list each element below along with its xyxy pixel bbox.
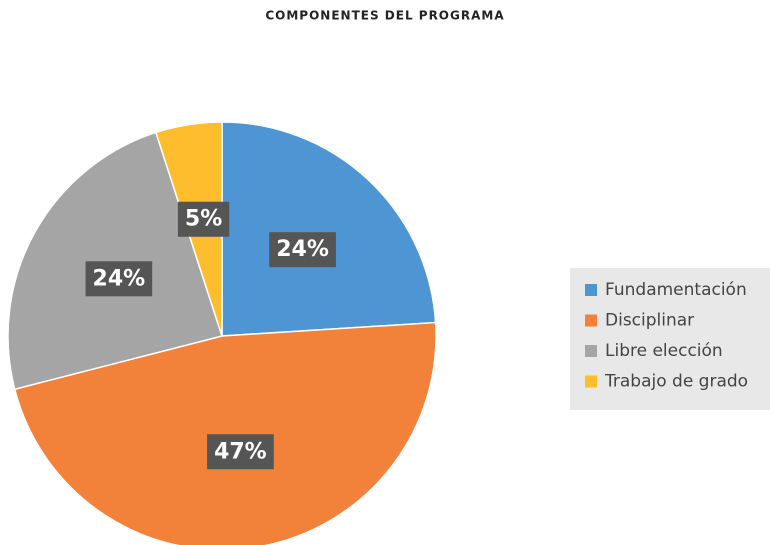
- legend-swatch: [585, 314, 597, 327]
- legend-box: [570, 268, 770, 410]
- value-label-bg: [207, 434, 274, 470]
- pie-slice: [221, 121, 437, 337]
- value-label-bg: [85, 261, 153, 297]
- legend-swatch: [585, 345, 597, 357]
- value-label-bg: [177, 201, 230, 237]
- legend-label: Trabajo de grado: [604, 372, 748, 392]
- legend-label: Libre elección: [605, 341, 723, 361]
- value-label: 47%: [214, 439, 267, 464]
- value-label-bg: [269, 232, 336, 268]
- pie-slice: [7, 131, 223, 391]
- value-label: 24%: [93, 266, 146, 291]
- legend-swatch: [585, 375, 597, 388]
- chart-title: COMPONENTES DEL PROGRAMA: [265, 9, 504, 23]
- value-label: 24%: [276, 237, 329, 262]
- legend-swatch: [585, 284, 597, 296]
- legend-label: Disciplinar: [605, 311, 694, 331]
- legend-label: Fundamentación: [605, 280, 747, 300]
- value-label: 5%: [185, 207, 222, 232]
- pie-slice: [13, 321, 437, 545]
